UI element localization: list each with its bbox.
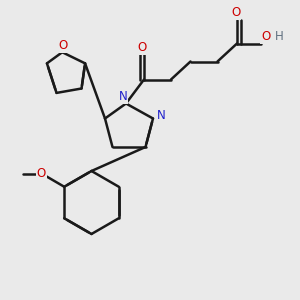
Text: O: O	[37, 167, 46, 180]
Text: O: O	[58, 39, 68, 52]
Text: H: H	[275, 30, 284, 44]
Text: O: O	[138, 41, 147, 54]
Text: N: N	[157, 109, 166, 122]
Text: N: N	[118, 90, 127, 104]
Text: O: O	[231, 6, 240, 20]
Text: O: O	[261, 30, 270, 44]
